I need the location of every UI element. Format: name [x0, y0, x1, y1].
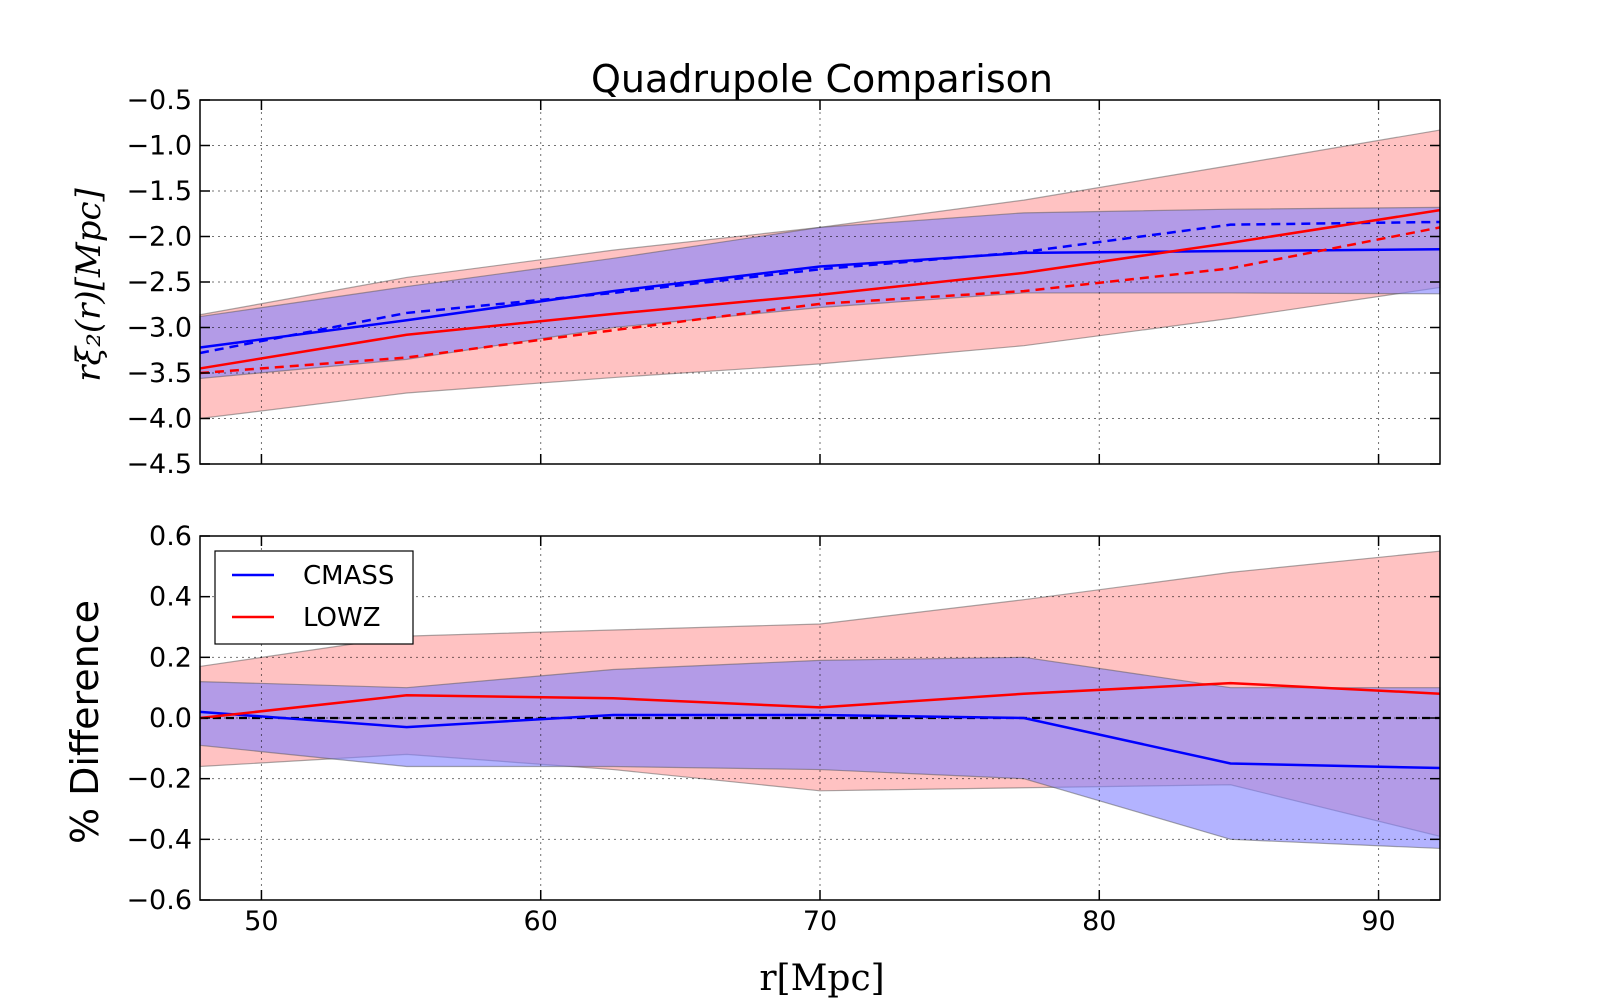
top-series-cmass-solid	[199, 247, 1441, 349]
bottom-series-cmass-solid	[199, 710, 1441, 770]
x-tick-label: 70	[803, 906, 837, 937]
bottom-y-tick-label: −0.2	[126, 764, 192, 795]
legend-lowz-label: LOWZ	[303, 603, 381, 633]
bottom-y-tick-label: 0.4	[149, 582, 192, 613]
top-series-lowz-dashed	[199, 226, 1441, 375]
bottom-y-tick-label: 0.2	[149, 642, 192, 673]
top-y-tick-label: −0.5	[126, 85, 192, 116]
top-y-tick-label: −1.0	[126, 131, 192, 162]
top-series-cmass-dashed	[199, 220, 1441, 355]
legend-box	[214, 550, 414, 645]
bottom-y-tick-label: 0.0	[149, 703, 192, 734]
bottom-panel: 50 60 70 80 90 0.6 0.4 0.2 0.0 −0.2 −0.4 −0.6	[126, 521, 1441, 937]
x-tick-label: 90	[1361, 906, 1395, 937]
bottom-y-tick-label: 0.6	[149, 521, 192, 552]
legend-cmass-label: CMASS	[303, 561, 394, 591]
x-axis-label: r[Mpc]	[759, 958, 884, 999]
top-y-tick-label: −3.0	[126, 313, 192, 344]
top-panel: −0.5 −1.0 −1.5 −2.0 −2.5 −3.0 −3.5 −4.0 −4.5	[126, 85, 1441, 480]
top-y-tick-label: −2.5	[126, 267, 192, 298]
top-y-tick-label: −4.5	[126, 449, 192, 480]
top-y-tick-label: −2.0	[126, 222, 192, 253]
legend: CMASS LOWZ	[214, 550, 414, 645]
bottom-y-tick-label: −0.4	[126, 824, 192, 855]
top-y-axis-label: rξ₂(r)[Mpc]	[69, 187, 109, 381]
top-y-tick-label: −3.5	[126, 358, 192, 389]
x-tick-label: 60	[524, 906, 558, 937]
x-tick-label: 50	[244, 906, 278, 937]
top-y-tick-label: −1.5	[126, 176, 192, 207]
top-y-tick-label: −4.0	[126, 404, 192, 435]
x-tick-label: 80	[1082, 906, 1116, 937]
chart-title: Quadrupole Comparison	[591, 57, 1053, 101]
bottom-series-lowz-solid	[199, 681, 1441, 720]
top-series-lowz-solid	[199, 208, 1441, 370]
bottom-y-axis-label: % Difference	[63, 600, 107, 844]
bottom-y-tick-label: −0.6	[126, 885, 192, 916]
